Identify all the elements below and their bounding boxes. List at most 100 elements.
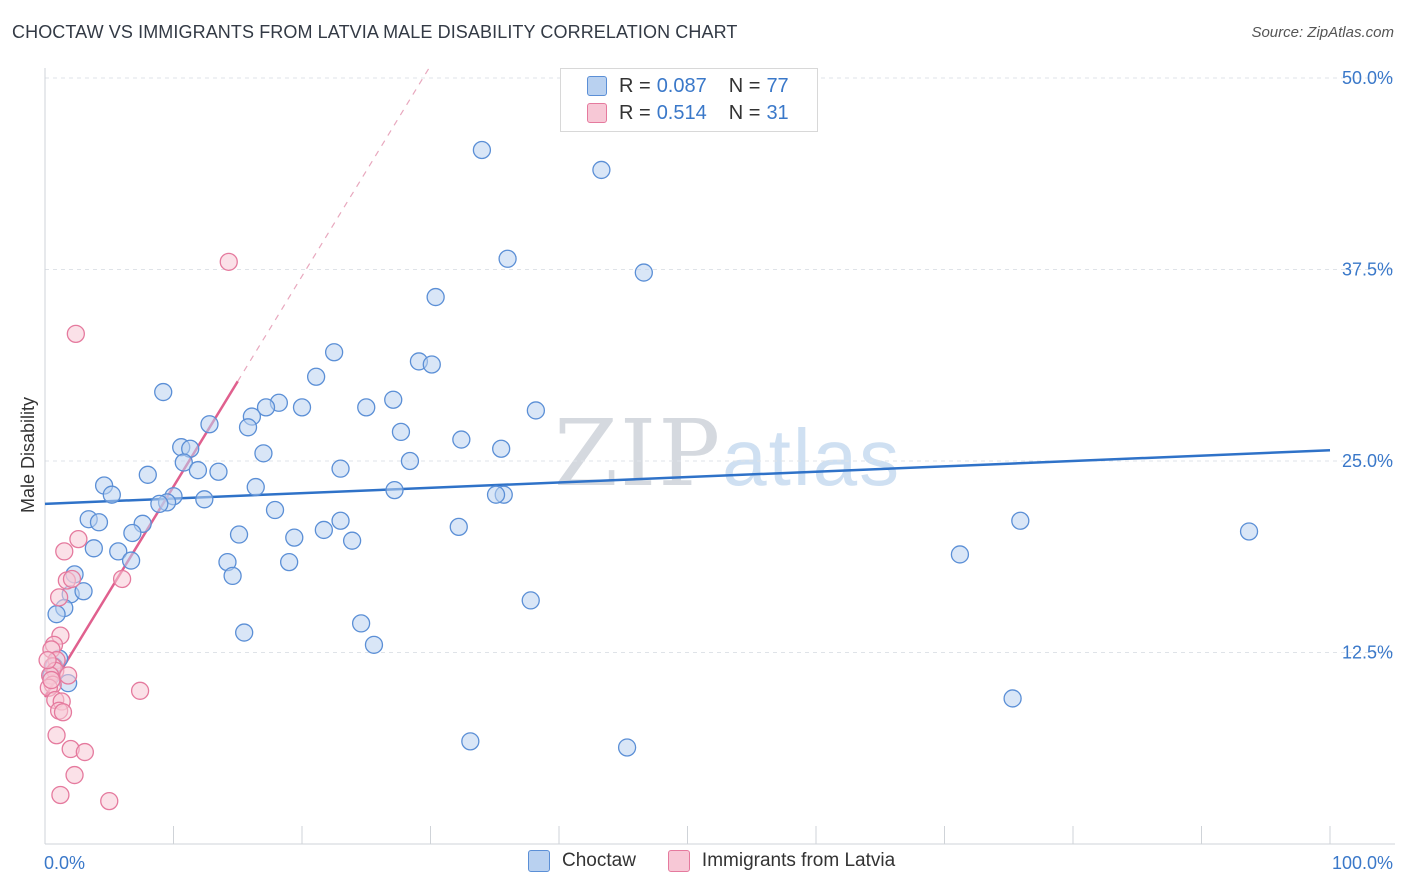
- y-tick-label: 12.5%: [1342, 643, 1393, 663]
- choctaw-point: [209, 462, 228, 481]
- choctaw-point: [486, 485, 506, 504]
- latvia-trend-extension: [237, 65, 432, 382]
- choctaw-point: [150, 494, 169, 514]
- choctaw-point: [1011, 511, 1030, 530]
- choctaw-point: [1239, 522, 1259, 541]
- y-tick-label: 50.0%: [1342, 68, 1393, 88]
- choctaw-point: [526, 401, 546, 420]
- choctaw-point: [246, 477, 265, 497]
- choctaw-point: [265, 500, 285, 520]
- latvia-point: [219, 252, 238, 271]
- correlation-legend: R = 0.087 N = 77 R = 0.514 N = 31: [560, 68, 818, 132]
- choctaw-point: [592, 160, 611, 180]
- legend-item-latvia[interactable]: Immigrants from Latvia: [667, 850, 896, 872]
- legend-label-latvia: Immigrants from Latvia: [701, 850, 896, 871]
- y-axis-label: Male Disability: [18, 397, 38, 513]
- choctaw-point: [364, 635, 384, 654]
- latvia-point: [49, 588, 69, 607]
- choctaw-point: [357, 398, 376, 417]
- legend-row-latvia: R = 0.514 N = 31: [587, 100, 789, 126]
- choctaw-point: [89, 513, 109, 532]
- choctaw-point: [452, 430, 471, 449]
- choctaw-point: [461, 732, 480, 751]
- choctaw-point: [74, 582, 93, 601]
- latvia-point: [100, 791, 119, 811]
- source-credit: Source: ZipAtlas.com: [1251, 24, 1394, 41]
- latvia-trend-line: [43, 380, 239, 698]
- choctaw-point: [426, 287, 445, 307]
- r-label: R =: [619, 101, 651, 124]
- choctaw-point: [238, 418, 258, 437]
- grid-lines: [45, 77, 1395, 653]
- choctaw-point: [285, 528, 304, 547]
- r-value: 0.087: [656, 74, 707, 97]
- choctaw-point: [195, 490, 214, 509]
- choctaw-point: [188, 461, 208, 480]
- choctaw-trend-line: [44, 449, 1331, 506]
- choctaw-point: [254, 444, 273, 463]
- choctaw-point: [123, 523, 142, 543]
- choctaw-legend-swatch: [528, 850, 550, 872]
- choctaw-point: [47, 605, 66, 624]
- n-value: 77: [766, 74, 789, 97]
- choctaw-point: [950, 545, 970, 564]
- y-tick-label: 25.0%: [1342, 451, 1393, 471]
- r-value: 0.514: [656, 101, 707, 124]
- choctaw-point: [235, 623, 254, 642]
- legend-item-choctaw[interactable]: Choctaw: [528, 850, 636, 872]
- latvia-point: [66, 324, 85, 343]
- x-tick-label: 100.0%: [1332, 853, 1393, 873]
- latvia-point: [130, 681, 150, 700]
- choctaw-point: [521, 591, 540, 610]
- latvia-point: [42, 670, 61, 690]
- choctaw-points: [42, 140, 1259, 757]
- watermark-atlas: atlas: [722, 413, 902, 502]
- choctaw-point: [138, 465, 157, 484]
- choctaw-point: [617, 738, 637, 757]
- trend-lines: [43, 65, 1331, 698]
- choctaw-point: [154, 382, 173, 402]
- latvia-point: [51, 785, 70, 805]
- choctaw-point: [174, 453, 193, 472]
- series-legend: Choctaw Immigrants from Latvia: [528, 850, 927, 872]
- latvia-point: [47, 726, 66, 745]
- latvia-point: [62, 569, 82, 589]
- choctaw-point: [324, 343, 344, 362]
- choctaw-point: [498, 249, 517, 268]
- choctaw-point: [385, 480, 404, 500]
- choctaw-point: [292, 398, 312, 417]
- n-label: N =: [728, 101, 761, 124]
- choctaw-point: [306, 367, 326, 386]
- choctaw-point: [391, 422, 411, 442]
- choctaw-point: [256, 398, 276, 417]
- axis-labels: 12.5% 25.0% 37.5% 50.0% 0.0% 100.0% Male Disab…: [18, 68, 1393, 873]
- latvia-point: [69, 529, 88, 549]
- x-tick-label: 0.0%: [44, 853, 85, 873]
- choctaw-point: [634, 263, 653, 282]
- choctaw-point: [331, 511, 350, 530]
- choctaw-point: [449, 517, 468, 537]
- latvia-legend-swatch: [667, 850, 690, 872]
- choctaw-point: [472, 140, 492, 160]
- y-tick-label: 37.5%: [1342, 260, 1393, 280]
- n-label: N =: [728, 74, 761, 97]
- axes: [44, 68, 1395, 845]
- r-label: R =: [619, 74, 651, 97]
- choctaw-point: [121, 551, 141, 570]
- choctaw-point: [492, 439, 511, 458]
- choctaw-point: [229, 525, 249, 544]
- watermark-zip: ZIP: [554, 400, 723, 507]
- choctaw-point: [400, 451, 420, 471]
- choctaw-point: [331, 459, 350, 478]
- choctaw-point: [384, 390, 403, 409]
- latvia-point: [112, 569, 132, 589]
- legend-label-choctaw: Choctaw: [562, 850, 636, 871]
- latvia-point: [53, 703, 73, 722]
- choctaw-point: [102, 485, 121, 504]
- choctaw-point: [422, 355, 441, 374]
- chart-title: CHOCTAW VS IMMIGRANTS FROM LATVIA MALE D…: [12, 22, 738, 42]
- choctaw-point: [200, 415, 219, 434]
- latvia-point: [65, 765, 84, 785]
- choctaw-point: [109, 542, 128, 561]
